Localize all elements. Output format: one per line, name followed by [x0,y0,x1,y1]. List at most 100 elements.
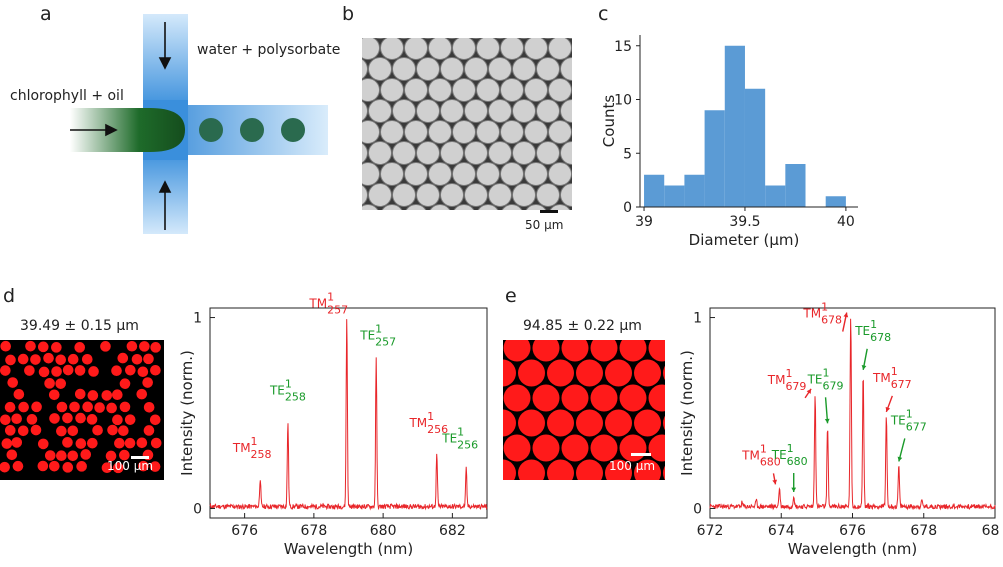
micrograph-droplet [375,38,385,39]
histogram-bar [785,164,806,207]
x-tick-label: 678 [910,523,937,539]
size-label-d: 39.49 ± 0.15 µm [20,318,139,334]
histogram-bar [664,185,685,207]
x-tick-label: 678 [301,523,328,539]
fluorescent-droplet [118,425,129,436]
fluorescent-droplet [124,437,136,449]
micrograph-droplet [368,183,392,207]
fluorescent-droplet [663,365,665,381]
fluorescent-droplet [75,438,87,449]
fluorescent-droplet [17,353,29,365]
peak-label: TE1 678 [854,318,891,344]
x-axis-label: Wavelength (nm) [788,540,918,558]
panel-letter-c: c [598,3,609,25]
fluorescent-droplet [126,340,138,352]
fluorescent-droplet [0,365,11,376]
fluorescent-droplet [503,384,531,412]
fluorescent-droplet [18,401,29,413]
fluorescent-droplet [605,359,632,387]
fluorescent-droplet [62,412,73,424]
fluorescent-droplet [605,459,632,480]
fluorescent-droplet [136,388,148,400]
x-tick-label: 672 [697,523,724,539]
fluorescent-droplet [590,340,618,362]
fluorescent-droplet [69,401,80,413]
fluorescent-droplet [26,414,38,425]
peak-label: TM1 679 [767,367,807,393]
micrograph-droplet [476,78,500,102]
micrograph-droplet [560,99,572,123]
micrograph-droplet [404,162,428,186]
fluorescent-droplet [4,425,16,436]
fluorescent-droplet [74,365,86,376]
peak-label: TM1 257 [308,291,348,317]
micrograph-droplet [381,204,403,210]
micrograph-droplet [500,120,524,144]
fluorescent-droplet [105,450,117,462]
micrograph-droplet [476,162,500,186]
fluorescent-droplet [619,340,647,362]
micrograph-droplet [488,183,512,207]
fluorescent-droplet [547,409,574,437]
y-tick-label: 10 [614,93,632,109]
panel-letter-d: d [3,285,16,307]
fluorescent-droplet [76,461,87,472]
fluorescent-droplet [503,409,516,437]
fluorescent-droplet [125,364,136,376]
histogram-bar [744,88,766,207]
micrograph-droplet [536,99,560,123]
fluorescent-droplet [143,402,155,413]
micrograph-droplet [404,120,428,144]
y-tick-label: 0 [623,200,632,216]
histogram-chart: 39 39.5 40 0 5 10 15 Diameter (µm) Counts [600,35,858,249]
water-label: water + polysorbate [197,42,341,58]
peak-label: TE1 677 [890,407,927,433]
plot-frame [209,307,488,519]
peak-arrowhead [861,365,867,370]
peak-arrowhead [885,406,891,412]
micrograph-droplet [428,38,452,60]
fluorescent-droplet [56,425,67,437]
spectrum-chart-e: 672 674 676 678 680 0 1 Wavelength (nm) Intensit… [678,301,1000,558]
micrograph-droplet [464,183,488,207]
fluorescent-droplet [150,437,162,449]
peak-arrowhead [843,312,849,318]
micrograph-droplet [525,204,547,210]
fluorescent-droplet [11,413,22,425]
x-tick-label: 676 [839,523,866,539]
fluorescent-droplet [74,388,86,400]
fluorescent-droplet [100,341,111,352]
fluorescent-droplet [149,461,161,472]
micrograph-droplet [512,183,536,207]
peak-label: TE1 679 [807,366,844,392]
fluorescent-droplet [139,341,150,352]
fluorescent-droplet [111,365,122,377]
fluorescent-droplet [74,342,86,353]
fluorescent-droplet [518,409,545,437]
micrograph-droplet [536,141,560,165]
scale-label-e: 100 µm [609,459,656,473]
y-tick-label: 15 [614,39,632,55]
fluorescent-droplet [106,402,117,414]
fluorescent-droplet [1,438,13,449]
fluorescent-droplet [55,354,67,366]
fluorescent-droplet [4,401,16,413]
micrograph-droplet [536,57,560,81]
peak-label: TM1 256 [408,410,448,436]
micrograph-droplet [362,162,380,186]
micrograph-droplet [362,78,380,102]
x-tick-label: 39 [635,214,653,230]
micrograph-droplet [362,120,380,144]
micrograph-droplet [440,57,464,81]
micrograph-droplet [500,162,524,186]
micrograph-droplet [452,78,476,102]
micrograph-droplet [512,57,536,81]
micrograph-droplet [452,162,476,186]
fluorescent-droplet [648,340,665,362]
micrograph-droplet [519,38,529,39]
fluorescent-droplet [0,461,10,473]
droplet-generator-schematic [70,14,328,234]
fluorescent-droplet [119,378,131,389]
fluorescent-droplet [37,460,49,472]
fluorescent-droplet [30,354,41,365]
